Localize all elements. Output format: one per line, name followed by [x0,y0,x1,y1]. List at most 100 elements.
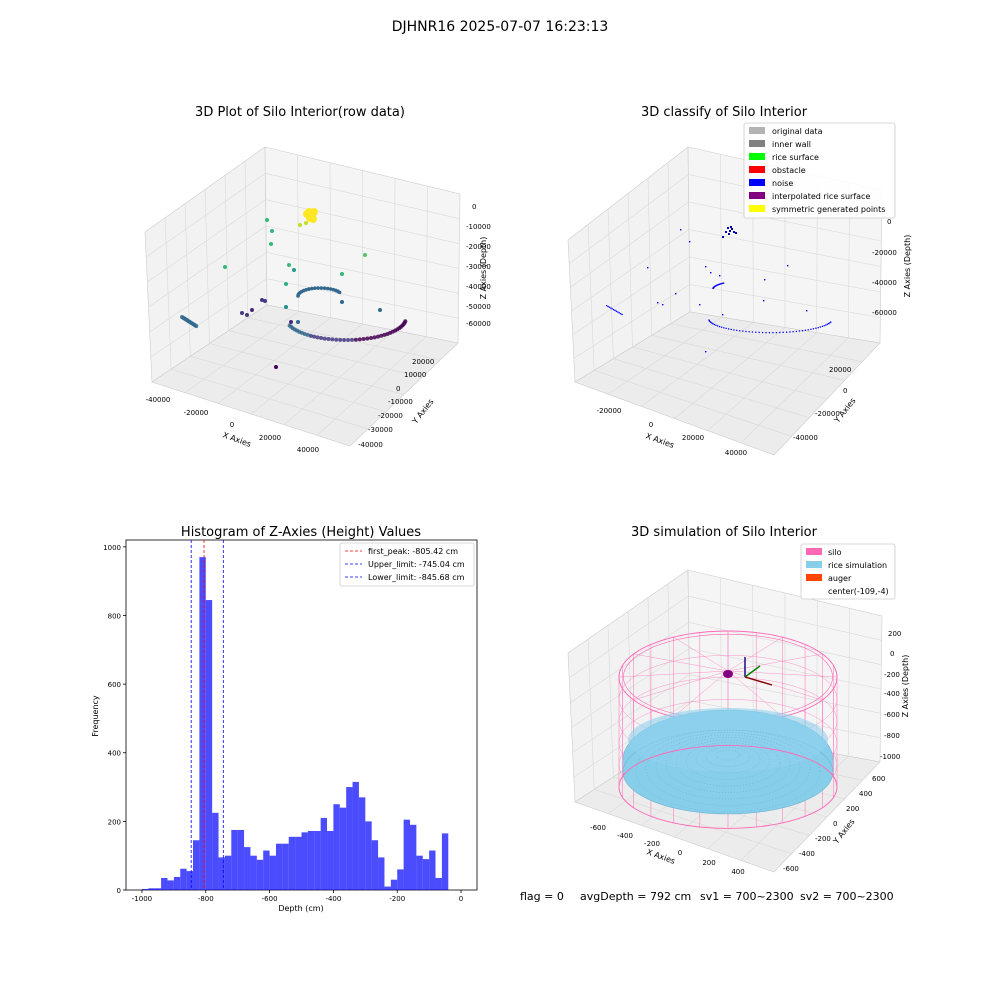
histogram-y-label: Frequency [91,695,100,737]
histogram-bar [199,557,206,890]
classify-legend-label: noise [772,179,793,188]
simulation-legend-label: auger [828,574,852,583]
classify-noise-point [727,227,729,229]
classify-noise-point [722,314,724,316]
rice-mesh-ring [635,729,821,813]
raw-y-tick-1: 10000 [404,371,426,379]
histogram-bar [339,807,347,890]
classify-x-tick-3: 40000 [725,449,747,457]
classify-noise-point [718,325,721,328]
classify-noise-point [675,293,677,295]
classify-noise-point [733,329,735,331]
histogram-bar [397,869,404,890]
sim-z-tick-4: -600 [884,711,900,719]
raw-point [245,313,249,317]
histogram-bar [148,888,155,890]
classify-noise-point [689,241,691,243]
rice-mesh-ring [695,744,761,774]
raw-point [319,286,324,290]
classify-noise-point [620,313,622,315]
raw-point [292,268,296,272]
simulation-legend-label: center(-109,-4) [828,587,889,596]
classify-x-tick-1: 0 [649,421,653,429]
raw-point [309,286,314,291]
classify-y-tick-2: -20000 [815,410,840,418]
raw-point [326,337,331,342]
classify-noise-point [804,329,807,331]
subplot-histogram: Histogram of Z-Axies (Height) Values -10… [91,525,478,913]
classify-noise-point [709,320,711,323]
classify-noise-point [819,326,821,328]
classify-grid [740,337,849,444]
raw-point [316,286,320,290]
silo-roof-line [727,670,823,701]
classify-noise-point [812,328,815,330]
raw-3d-axes-box [144,146,461,447]
raw-point [328,287,333,291]
raw-point [340,272,344,276]
classify-noise-point [708,319,710,321]
classify-y-tick-0: 20000 [829,366,851,374]
raw-grid [150,278,267,358]
classify-noise-point [719,275,721,277]
raw-point [289,320,293,324]
classify-legend-swatch [749,179,765,186]
silo-roof-line [618,670,729,678]
subplot-simulation: 3D simulation of Silo Interior -600 -400… [567,525,910,876]
histogram-bar [320,817,328,890]
classify-noise-point [730,328,732,331]
raw-point [313,286,317,291]
raw-point [342,337,347,342]
classify-noise-point [829,322,831,324]
classify-noise-point [768,331,771,334]
silo-roof-line [727,636,783,672]
histogram-title: Histogram of Z-Axies (Height) Values [181,525,421,540]
classify-noise-point [735,232,737,234]
classify-noise-point [713,287,715,289]
rice-mesh-ring [685,742,771,780]
sim-y-tick-2: 200 [846,805,859,813]
raw-x-label: X Axies [221,430,252,449]
raw-point [382,332,387,337]
classify-noise-point [728,233,730,235]
raw-z-label: Z Axies (Depth) [479,237,488,300]
histogram-y-tick-label: 400 [108,750,121,758]
histogram-bar [307,830,315,890]
classify-noise-point [614,309,616,312]
raw-point [194,324,199,329]
sim-z-tick-2: -200 [884,671,900,679]
histogram-y-tick-label: 800 [108,612,121,620]
classify-noise-point [787,265,789,267]
raw-point [322,336,327,341]
classify-noise-point [795,330,798,333]
raw-point [310,208,318,216]
classify-noise-point [823,325,825,327]
classify-noise-point [662,304,664,306]
histogram-legend-label: Upper_limit: -745.04 cm [368,560,465,569]
classify-noise-point [705,351,707,353]
histogram-legend-label: Lower_limit: -845.68 cm [368,573,465,582]
raw-tick-labels: -40000 -20000 0 20000 40000 20000 10000 … [146,203,491,454]
classify-noise-point [606,305,608,307]
silo-roof-line [633,670,729,701]
subplot-raw-title: 3D Plot of Silo Interior(row data) [195,105,405,120]
classify-noise-point [827,322,830,325]
classify-noise-point [730,226,732,228]
classify-noise-point [611,308,613,310]
sim-x-tick-0: -600 [590,824,606,832]
classify-noise-point [826,323,828,325]
classify-noise-point [725,327,727,330]
classify-noise-point [617,311,619,313]
histogram-plot: -1000 -800 -600 -400 -200 0 0 200 400 600 800 1000 [103,539,478,903]
rice-mesh-ring [705,747,751,767]
classify-noise-point [821,325,823,328]
sim-x-tick-2: -200 [644,840,660,848]
histogram-bar [180,868,187,890]
subplot-raw-data: 3D Plot of Silo Interior(row data) -4000… [144,105,491,454]
histogram-x-tick-label: -400 [325,895,341,903]
classify-data-points [606,226,832,353]
raw-z-tick-5: -50000 [466,303,491,311]
histogram-bar [193,840,200,890]
sim-y-tick-6: -600 [783,865,799,873]
